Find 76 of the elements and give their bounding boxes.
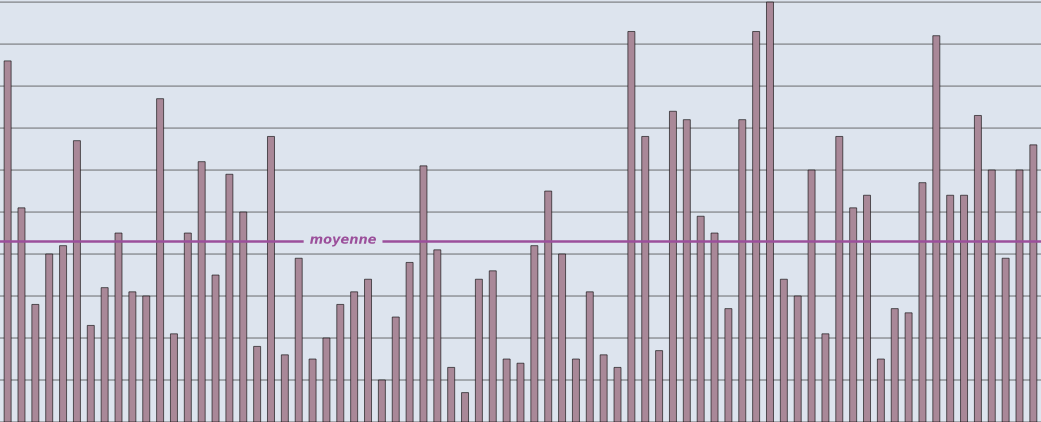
bar (59, 245, 67, 422)
bar (156, 98, 164, 422)
bar (1015, 169, 1024, 422)
bar (585, 291, 594, 422)
bar (516, 362, 525, 422)
bar (766, 1, 774, 422)
bar (572, 358, 580, 422)
bar (627, 31, 636, 422)
bar (184, 232, 192, 422)
bar (3, 60, 12, 422)
bar (45, 253, 54, 422)
bar (849, 207, 857, 422)
bar (974, 115, 982, 422)
bar (378, 379, 386, 422)
bar (364, 278, 372, 422)
bar (613, 367, 622, 422)
bar (544, 190, 553, 422)
bar (918, 182, 927, 422)
bar (308, 358, 317, 422)
bar (641, 136, 650, 422)
bar (31, 304, 40, 422)
bar (683, 119, 691, 422)
bar (669, 110, 677, 422)
bar (128, 291, 137, 422)
bar (239, 211, 248, 422)
bar (197, 161, 206, 422)
bar (738, 119, 747, 422)
bar (142, 295, 151, 422)
bar (710, 232, 719, 422)
bar (433, 249, 442, 422)
bar (780, 278, 788, 422)
bar (73, 140, 81, 422)
bar (793, 295, 802, 422)
bar (461, 392, 469, 422)
bar (322, 337, 331, 422)
bar (530, 245, 539, 422)
bar (502, 358, 511, 422)
bar (904, 312, 913, 422)
bar (863, 194, 871, 422)
bar (253, 346, 261, 422)
bar (447, 367, 455, 422)
bar (835, 136, 844, 422)
bar (821, 333, 830, 422)
bar (391, 316, 400, 422)
bar (1001, 257, 1010, 422)
bar (405, 262, 414, 422)
bar (987, 169, 996, 422)
bar (350, 291, 358, 422)
bar (17, 207, 26, 422)
bar (419, 165, 428, 422)
bar (100, 287, 109, 422)
bar (946, 194, 954, 422)
bar (488, 270, 497, 422)
bar (752, 31, 760, 422)
bar (890, 308, 899, 422)
bar (170, 333, 178, 422)
bar (267, 136, 275, 422)
ref-line-label: moyenne (310, 236, 376, 247)
bar (475, 278, 483, 422)
bar (86, 325, 95, 422)
bar (807, 169, 816, 422)
bar (655, 350, 663, 422)
bar (877, 358, 885, 422)
bar (211, 274, 220, 422)
bar (281, 354, 289, 422)
bar (225, 173, 234, 422)
bar (294, 257, 303, 422)
bar (114, 232, 123, 422)
bar (1029, 144, 1038, 422)
bar (558, 253, 566, 422)
bar (696, 215, 705, 422)
bar (932, 35, 941, 422)
bar (599, 354, 608, 422)
bar (336, 304, 345, 422)
bar (724, 308, 733, 422)
bar (960, 194, 968, 422)
